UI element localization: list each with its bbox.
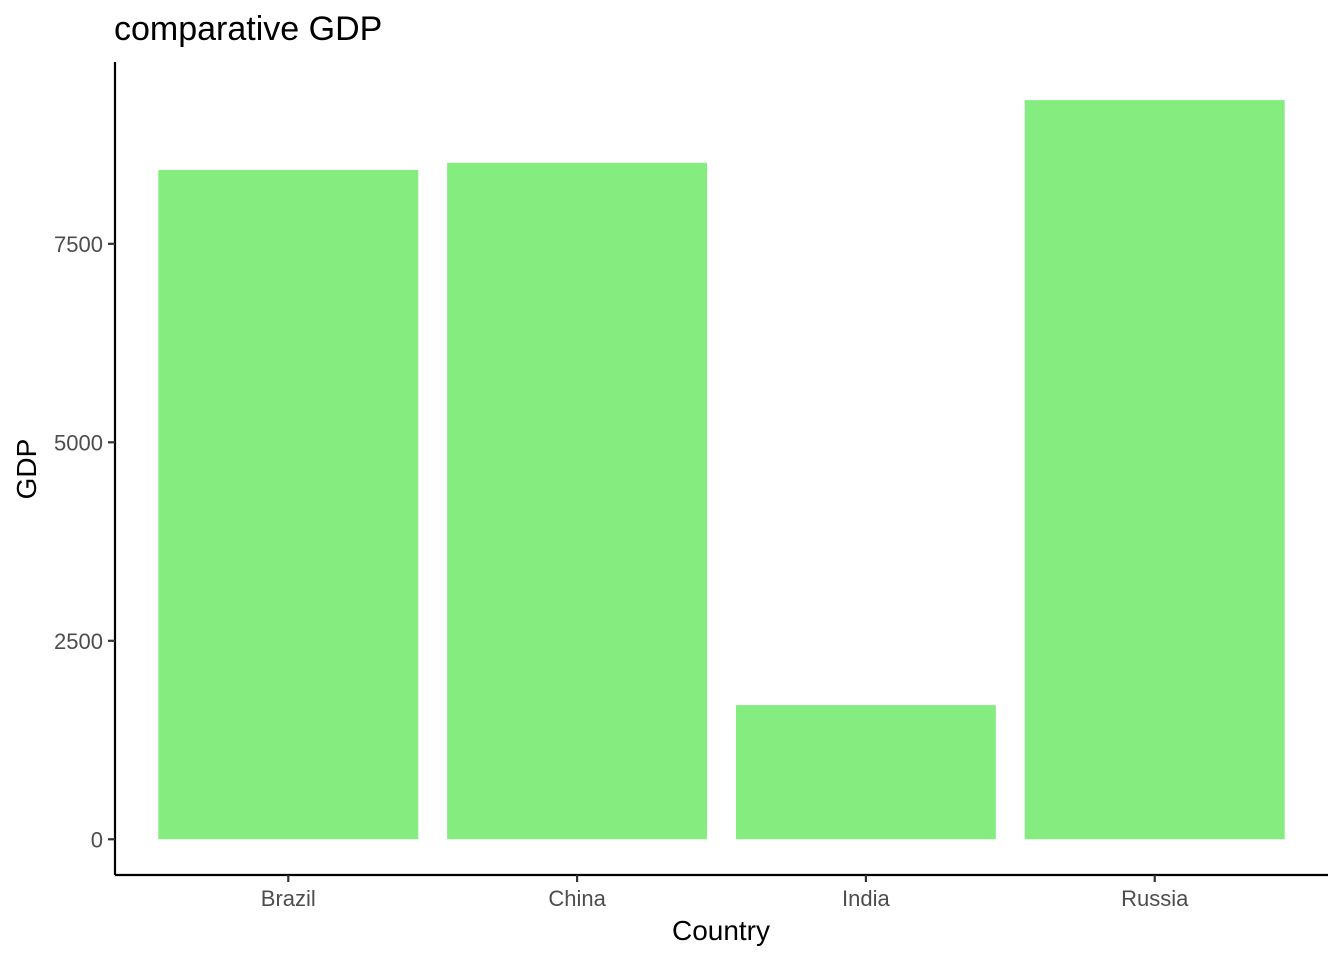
y-tick-label: 5000 [54, 430, 103, 455]
x-tick-label-india: India [842, 886, 890, 911]
y-tick-label: 7500 [54, 232, 103, 257]
bar-china [447, 162, 708, 840]
y-tick-label: 2500 [54, 629, 103, 654]
x-axis: Brazil China India Russia [115, 873, 1328, 911]
bar-india [735, 705, 996, 840]
bars-group [158, 100, 1285, 840]
y-axis: 0 2500 5000 7500 [54, 62, 117, 875]
bar-russia [1024, 100, 1285, 840]
chart-title: comparative GDP [114, 10, 382, 48]
y-axis-title: GDP [11, 439, 42, 500]
x-tick-label-brazil: Brazil [261, 886, 316, 911]
y-tick-label: 0 [91, 827, 103, 852]
x-tick-label-russia: Russia [1121, 886, 1189, 911]
bar-brazil [158, 169, 419, 840]
x-axis-title: Country [672, 915, 770, 946]
x-tick-label-china: China [548, 886, 606, 911]
